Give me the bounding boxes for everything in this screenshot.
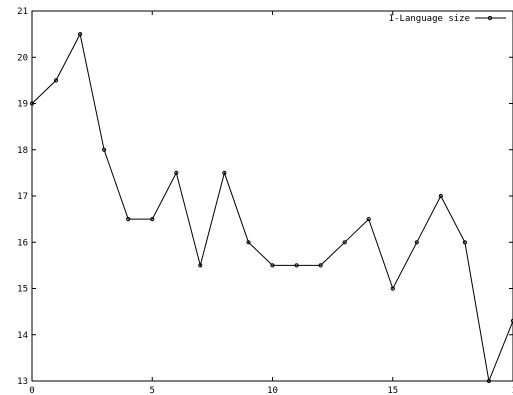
x-tick-label: 5 [150,386,155,395]
data-point [198,263,203,268]
data-point [102,147,107,152]
data-point [366,217,371,222]
data-point [438,193,443,199]
y-tick-label: 15 [17,285,28,295]
y-tick-label: 16 [17,238,28,248]
data-point [126,217,131,222]
y-tick-label: 13 [17,377,28,387]
data-point [414,240,419,245]
series-layer [29,32,513,384]
data-point [342,240,347,245]
plot-border [31,10,513,382]
legend-label: I-Language size [389,14,470,24]
y-tick-label: 21 [17,7,28,17]
x-tick-label: 0 [29,386,34,395]
data-point [246,240,251,245]
series-line [31,32,513,383]
data-point [462,240,467,245]
x-tick-label: 10 [267,386,278,395]
x-tick-label: 15 [387,386,398,395]
y-tick-label: 18 [17,146,28,156]
data-point [270,263,275,268]
legend: I-Language size [389,14,506,24]
legend-marker-sample [487,15,493,21]
y-tick-label: 17 [17,192,28,202]
y-tick-label: 14 [17,331,28,341]
data-point [390,286,395,291]
data-point [53,78,59,83]
data-point [174,170,179,175]
data-point [78,32,83,37]
data-point [318,263,323,268]
data-point [222,170,227,175]
data-point [294,263,299,268]
y-tick-label: 19 [17,100,28,110]
data-point [150,217,155,222]
y-tick-label: 20 [17,53,28,63]
